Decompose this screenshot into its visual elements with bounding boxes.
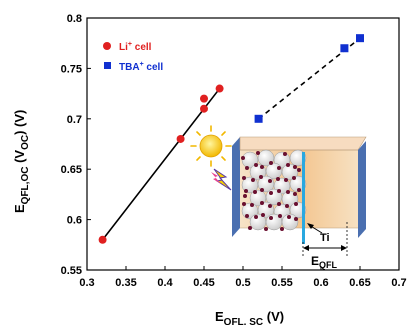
dye-molecule (292, 176, 296, 180)
dye-molecule (293, 165, 297, 169)
data-point-series-1 (356, 34, 364, 43)
dye-molecule (268, 179, 272, 183)
x-tick-label: 0.4 (157, 277, 173, 289)
dye-molecule (280, 227, 284, 231)
data-point-series-0 (200, 104, 208, 113)
x-tick-label: 0.65 (349, 277, 370, 289)
x-tick-label: 0.5 (235, 277, 250, 289)
data-point-series-0 (215, 84, 224, 93)
x-tick-label: 0.7 (391, 277, 406, 289)
dye-molecule (241, 156, 245, 160)
dye-molecule (250, 203, 254, 207)
dye-molecule (253, 190, 257, 194)
nanoparticle (281, 213, 299, 231)
fit-line-series-0 (101, 88, 221, 241)
legend-marker-li (103, 42, 111, 50)
sun-icon (190, 125, 232, 167)
y-tick-label: 0.7 (67, 114, 82, 126)
data-point-series-1 (340, 44, 349, 53)
x-tick-label: 0.3 (79, 277, 94, 289)
dye-molecule (278, 214, 282, 218)
y-tick-label: 0.6 (67, 215, 82, 227)
y-tick-label: 0.75 (61, 63, 82, 75)
back-electrode-plate (358, 141, 366, 238)
legend-item-tba: TBA+ cell (104, 61, 163, 73)
legend-label-li: Li+ cell (119, 41, 152, 53)
dye-molecule (256, 151, 260, 155)
dye-molecule (260, 188, 264, 192)
dye-molecule (269, 216, 273, 220)
data-point-series-0 (176, 134, 185, 143)
fit-line-series-1 (258, 37, 361, 120)
dye-molecule (277, 202, 281, 206)
porous-film (241, 149, 307, 231)
lightning-icon (211, 168, 232, 191)
dye-molecule (277, 166, 281, 170)
qfl-label: EQFL (311, 254, 338, 270)
y-axis-title: EQFL,OC (VOC) (V) (12, 110, 31, 213)
y-tick-label: 0.65 (61, 164, 82, 176)
dye-molecule (260, 165, 264, 169)
x-tick-label: 0.55 (271, 277, 292, 289)
dye-molecule (277, 189, 281, 193)
dye-molecule (286, 190, 290, 194)
dye-molecule (248, 226, 252, 230)
dye-molecule (254, 163, 258, 167)
dye-molecule (284, 178, 288, 182)
dye-molecule (286, 163, 290, 167)
legend-item-li: Li+ cell (103, 41, 152, 53)
dye-molecule (276, 177, 280, 181)
dye-molecule (264, 227, 268, 231)
cell-schematic-inset: Ti EQFL (190, 125, 367, 270)
ti-wire (302, 152, 305, 244)
y-tick-label: 0.8 (67, 13, 82, 25)
dye-molecule (285, 204, 289, 208)
x-axis-ticks: 0.3 0.35 0.4 0.45 0.5 0.55 0.6 0.65 0.7 (79, 266, 407, 289)
cell-top-face (239, 136, 367, 151)
dye-molecule (244, 189, 248, 193)
front-glass-plate (232, 137, 240, 237)
dye-molecule (245, 166, 249, 170)
dye-molecule (297, 168, 301, 172)
dye-molecule (294, 217, 298, 221)
dye-molecule (297, 188, 301, 192)
x-tick-label: 0.6 (313, 277, 328, 289)
dye-molecule (287, 215, 291, 219)
y-tick-label: 0.55 (61, 265, 82, 277)
x-axis-title: EQFL, SC (V) (215, 309, 284, 325)
x-tick-label: 0.45 (193, 277, 214, 289)
dye-molecule (243, 194, 247, 198)
data-point-series-0 (98, 235, 107, 244)
dye-molecule (294, 202, 298, 206)
data-points (98, 34, 364, 244)
legend-label-tba: TBA+ cell (119, 61, 163, 73)
dye-molecule (254, 215, 258, 219)
fit-lines (101, 37, 361, 241)
dye-molecule (283, 152, 287, 156)
dye-molecule (251, 178, 255, 182)
y-axis-ticks: 0.55 0.6 0.65 0.7 0.75 0.8 (61, 13, 91, 277)
dye-molecule (261, 213, 265, 217)
dye-molecule (245, 214, 249, 218)
dye-molecule (242, 176, 246, 180)
dye-molecule (259, 175, 263, 179)
dye-molecule (293, 192, 297, 196)
dye-molecule (268, 204, 272, 208)
dye-molecule (269, 191, 273, 195)
dye-molecule (269, 161, 273, 165)
ti-label: Ti (320, 232, 330, 244)
x-tick-label: 0.35 (115, 277, 136, 289)
dye-molecule (242, 202, 246, 206)
legend: Li+ cell TBA+ cell (103, 41, 163, 73)
dye-molecule (260, 201, 264, 205)
data-point-series-1 (254, 114, 263, 123)
data-point-series-0 (200, 94, 208, 103)
legend-marker-tba (104, 62, 111, 69)
